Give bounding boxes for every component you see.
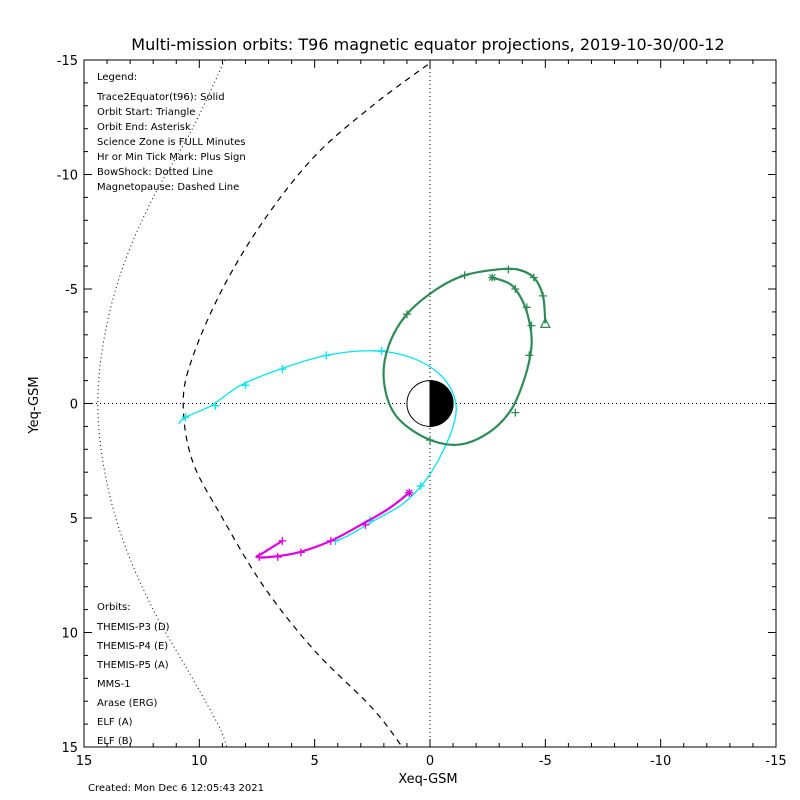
tick-mark-plus [322, 351, 331, 360]
earth-icon [406, 380, 454, 427]
tick-mark-plus [241, 381, 250, 390]
series-arase-erg- [382, 265, 551, 446]
tick-mark-plus [511, 408, 520, 417]
series-themis-p3-d- [178, 346, 457, 545]
tick-mark-plus [529, 273, 538, 282]
tick-mark-plus [211, 401, 220, 410]
tick-mark-plus [181, 413, 190, 422]
created-timestamp: Created: Mon Dec 6 12:05:43 2021 [88, 783, 264, 794]
tick-mark-plus [278, 365, 287, 374]
legend-line: Science Zone is FULL Minutes [97, 137, 246, 148]
boundaries [97, 59, 429, 748]
tick-mark-plus [539, 291, 548, 300]
x-tick-label: -15 [765, 754, 786, 769]
legend-heading: Legend: [97, 72, 137, 83]
orbits-heading: Orbits: [97, 602, 131, 613]
orbit-series [178, 265, 551, 561]
tick-mark-plus [296, 548, 305, 557]
y-tick-label: -15 [57, 54, 78, 69]
orbit-legend-item: THEMIS-P4 (E) [96, 641, 168, 652]
x-axis-label: Xeq-GSM [398, 772, 457, 787]
y-tick-label: 15 [61, 741, 78, 756]
y-tick-label: -10 [57, 169, 78, 184]
tick-mark-plus [511, 285, 520, 293]
tick-mark-plus [416, 481, 425, 490]
tick-mark-plus [527, 321, 536, 330]
orbit-legend-item: THEMIS-P3 (D) [96, 622, 170, 633]
tick-mark-plus [377, 346, 386, 355]
tick-mark-plus [361, 520, 370, 529]
x-tick-label: -5 [539, 754, 552, 769]
legend-line: Magnetopause: Dashed Line [97, 182, 239, 193]
tick-mark-plus [504, 265, 513, 274]
y-tick-label: 5 [70, 512, 78, 527]
orbit-legend-item: MMS-1 [97, 679, 131, 690]
x-axis-ticks: 15 10 5 0 -5 -10 -15 [76, 60, 787, 769]
x-tick-label: 10 [191, 754, 208, 769]
x-tick-label: 5 [311, 754, 319, 769]
legend-line: Trace2Equator(t96): Solid [96, 92, 225, 103]
orbit-legend-item: Arase (ERG) [97, 698, 158, 709]
legend-line: Orbit Start: Triangle [97, 107, 195, 118]
orbit-end-asterisk [405, 488, 414, 497]
reference-lines [84, 60, 776, 747]
orbits-legend: Orbits: THEMIS-P3 (D) THEMIS-P4 (E) THEMIS… [96, 602, 170, 747]
y-tick-label: 10 [61, 627, 78, 642]
legend-line: Orbit End: Asterisk [97, 122, 191, 133]
plot-area: 15 10 5 0 -5 -10 -15 -15 -10 -5 0 5 10 15 [57, 54, 787, 769]
earth-night-side [429, 380, 454, 427]
chart-title: Multi-mission orbits: T96 magnetic equat… [131, 35, 724, 54]
y-axis-ticks: -15 -10 -5 0 5 10 15 [57, 54, 776, 756]
series-themis-p5-a- [255, 488, 414, 561]
orbit-end-asterisk [488, 273, 497, 282]
x-tick-label: -10 [650, 754, 671, 769]
legend-block: Legend: Trace2Equator(t96): Solid Orbit … [96, 72, 246, 193]
x-tick-label: 15 [76, 754, 93, 769]
y-tick-label: 0 [70, 398, 78, 413]
x-tick-label: 0 [426, 754, 434, 769]
tick-mark-plus [273, 552, 282, 561]
y-axis-label: Yeq-GSM [27, 376, 42, 434]
tick-mark-plus [278, 536, 287, 545]
orbit-legend-item: ELF (A) [97, 717, 133, 728]
tick-mark-plus [460, 271, 469, 280]
tick-mark-plus [326, 536, 335, 545]
orbit-line [382, 267, 547, 446]
orbit-line [178, 350, 457, 542]
tick-mark-plus [402, 310, 411, 319]
magnetopause-line [182, 64, 429, 748]
legend-line: BowShock: Dotted Line [97, 167, 213, 178]
orbit-line [255, 491, 410, 559]
y-tick-label: -5 [65, 283, 78, 298]
tick-mark-plus [525, 351, 534, 360]
tick-mark-plus [255, 552, 264, 561]
tick-mark-plus [522, 303, 531, 312]
bow-shock-line [97, 59, 228, 748]
tick-mark-plus [426, 436, 434, 445]
orbit-legend-item: THEMIS-P5 (A) [96, 660, 169, 671]
orbit-start-triangle [539, 317, 551, 328]
orbit-legend-item: ELF (B) [97, 736, 133, 747]
legend-line: Hr or Min Tick Mark: Plus Sign [97, 152, 246, 163]
